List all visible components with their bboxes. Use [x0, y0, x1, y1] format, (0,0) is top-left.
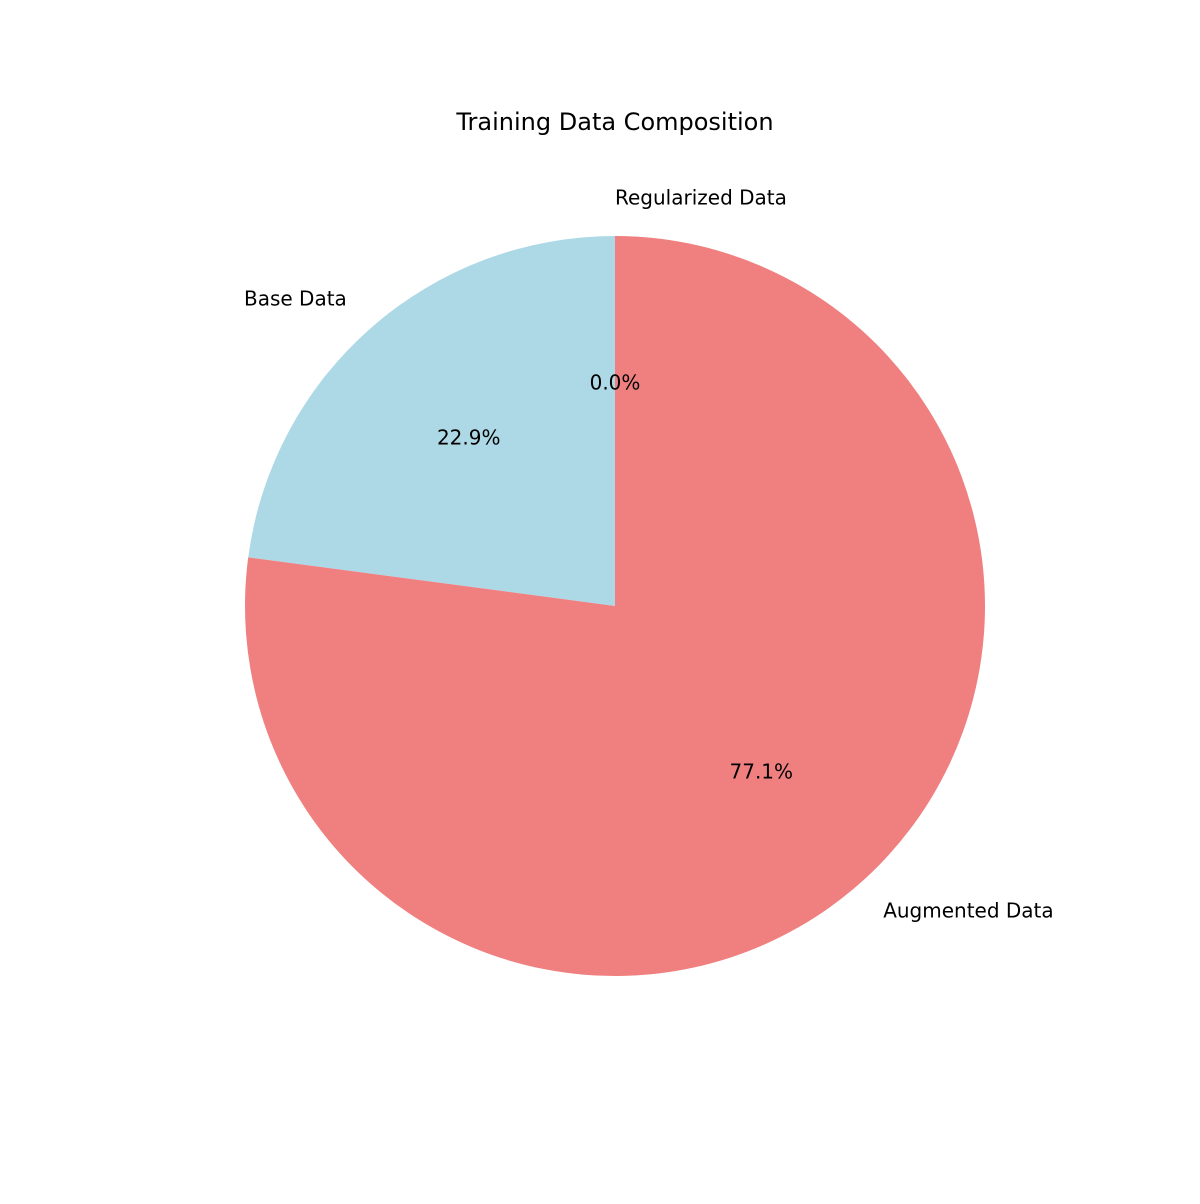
pie-slices — [244, 236, 985, 976]
slice-label-augmented-data: Augmented Data — [883, 899, 1053, 923]
pie-slice-base-data — [248, 236, 615, 606]
slice-percent-regularized-data: 0.0% — [590, 371, 641, 395]
slice-percent-augmented-data: 77.1% — [730, 759, 794, 783]
pie-labels: Base Data 22.9% Augmented Data 77.1% Regular… — [244, 186, 1054, 923]
chart-title: Training Data Composition — [455, 108, 773, 136]
pie-slice-augmented-data — [244, 236, 985, 976]
slice-percent-base-data: 22.9% — [437, 426, 501, 450]
slice-label-regularized-data: Regularized Data — [615, 186, 787, 210]
slice-label-base-data: Base Data — [244, 286, 347, 310]
